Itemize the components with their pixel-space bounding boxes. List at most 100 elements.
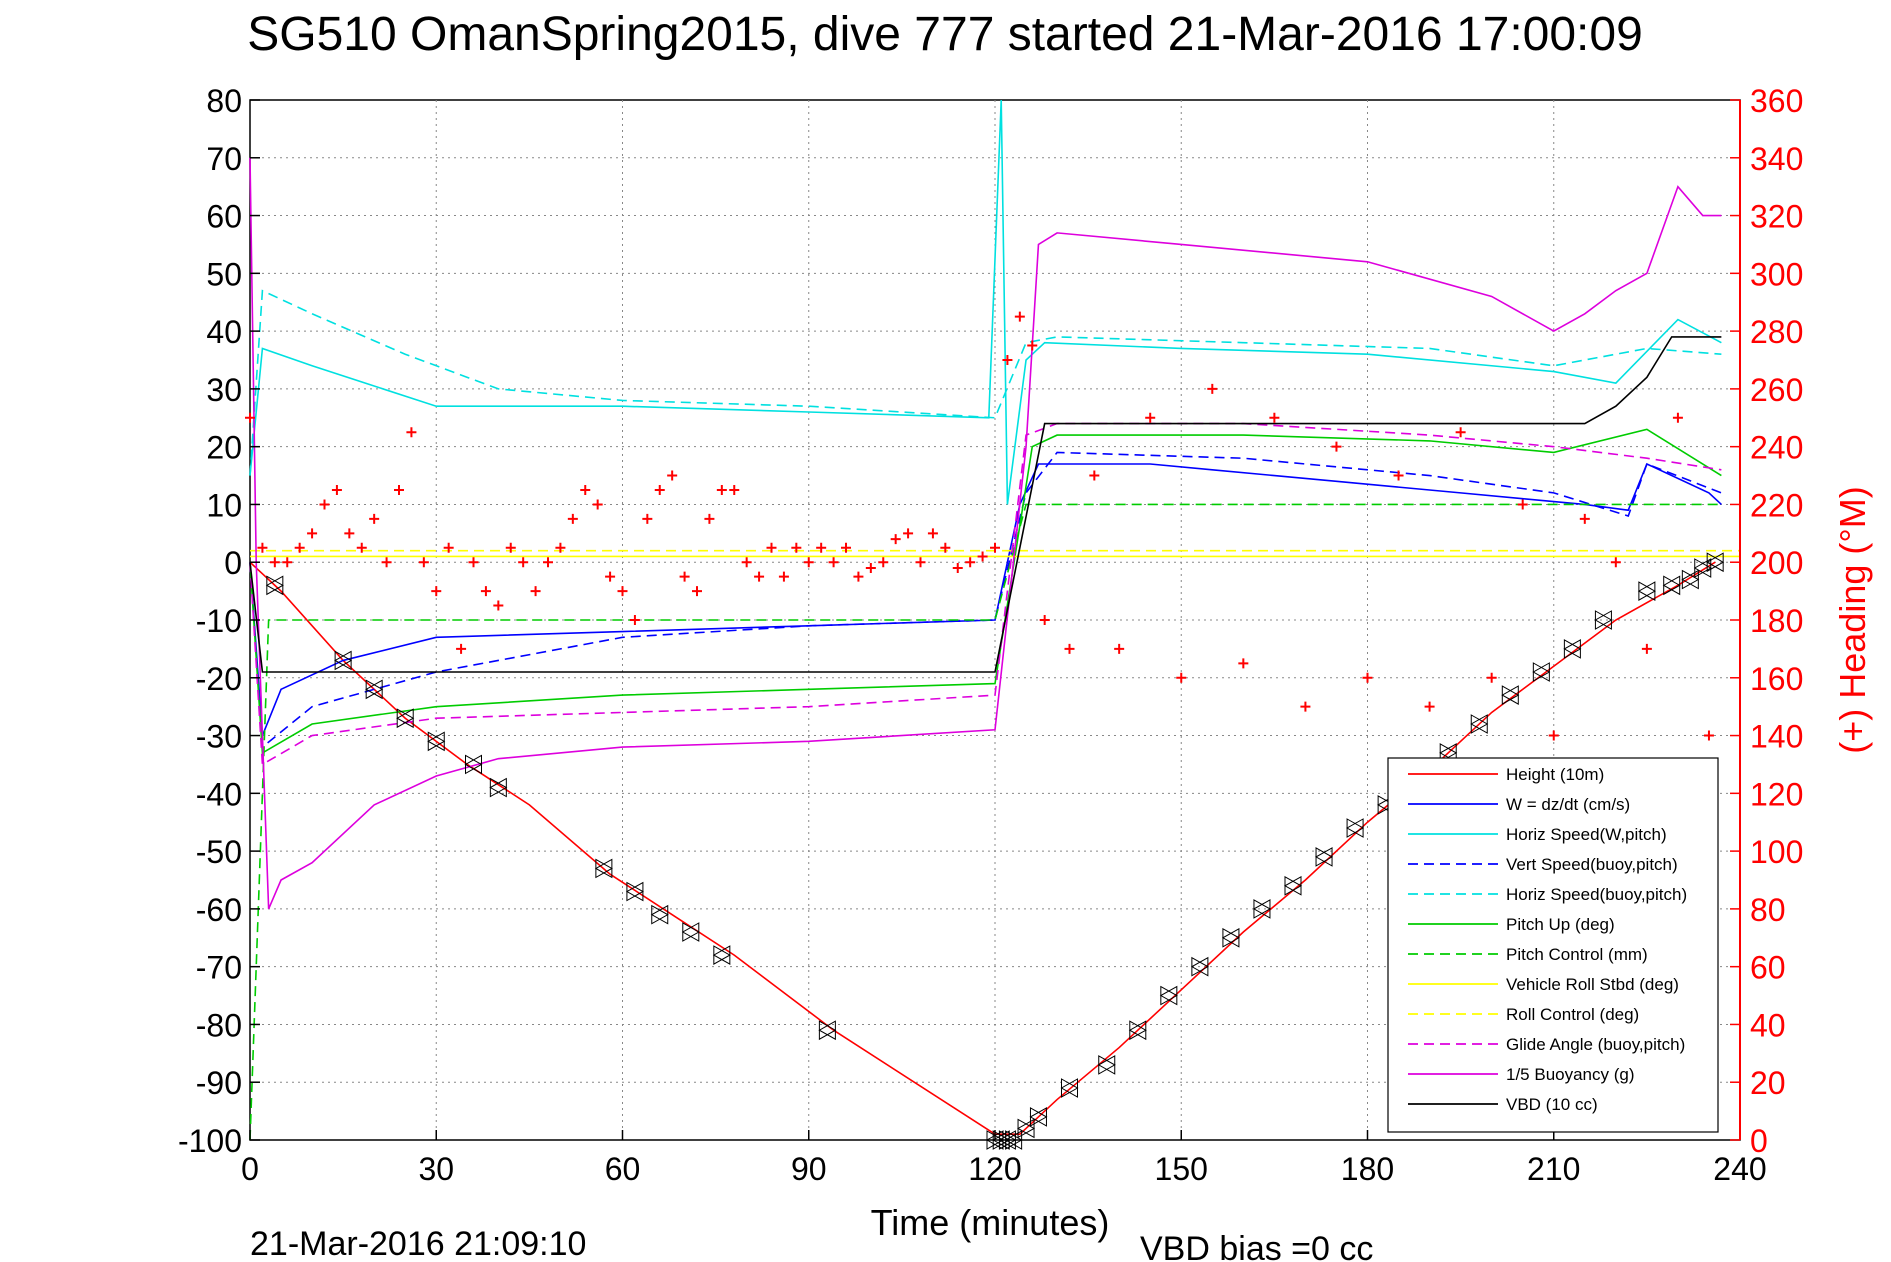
- series-line: [249, 99, 1722, 505]
- heading-point: [605, 571, 616, 582]
- heading-point: [394, 485, 404, 495]
- heading-point: [617, 586, 628, 597]
- left-triangle-marker: [464, 754, 482, 775]
- right-tick-label: 60: [1750, 950, 1786, 986]
- heading-point: [456, 643, 467, 654]
- depth-marker: [1439, 743, 1458, 763]
- left-tick-label: 10: [206, 487, 242, 523]
- heading-point: [245, 412, 255, 423]
- heading-point: [667, 470, 678, 481]
- x-tick-label: 90: [791, 1151, 827, 1187]
- heading-point: [592, 499, 603, 510]
- left-triangle-marker: [265, 575, 284, 596]
- heading-point: [431, 586, 442, 597]
- depth-marker: [1501, 685, 1520, 705]
- heading-point: [257, 542, 268, 553]
- left-triangle-marker: [1128, 1020, 1147, 1041]
- left-tick-label: 30: [206, 372, 242, 408]
- heading-point: [1424, 701, 1435, 712]
- right-tick-label: 0: [1750, 1123, 1768, 1159]
- left-triangle-marker: [1190, 956, 1209, 977]
- left-triangle-marker: [1706, 552, 1724, 573]
- heading-point: [1641, 643, 1652, 654]
- left-triangle-marker: [992, 1130, 1010, 1150]
- depth-marker: [1283, 875, 1303, 896]
- heading-point: [1486, 672, 1497, 683]
- heading-point: [1703, 730, 1714, 741]
- right-axis-label: (+) Heading (°M): [1832, 486, 1873, 753]
- depth-marker: [1190, 956, 1209, 977]
- left-triangle-marker: [1017, 1118, 1035, 1139]
- heading-point: [1207, 383, 1218, 394]
- left-triangle-marker: [1532, 662, 1550, 682]
- heading-point: [679, 571, 690, 582]
- left-tick-label: -70: [196, 950, 242, 986]
- left-tick-label: -100: [178, 1123, 242, 1159]
- depth-marker: [489, 777, 508, 798]
- legend-label: Vert Speed(buoy,pitch): [1506, 855, 1678, 874]
- heading-point: [890, 534, 901, 545]
- heading-point: [853, 571, 864, 582]
- left-triangle-marker: [427, 731, 445, 752]
- heading-point: [543, 557, 553, 568]
- x-tick-label: 150: [1155, 1151, 1208, 1187]
- left-tick-label: -50: [196, 834, 242, 870]
- heading-point: [1610, 557, 1621, 568]
- heading-point: [443, 542, 454, 553]
- heading-point: [816, 542, 827, 553]
- left-triangle-marker: [489, 777, 507, 798]
- heading-point: [1238, 658, 1249, 669]
- x-axis-ticks: 0 30 60 90 120 150 180 210 240: [241, 1130, 1767, 1187]
- left-triangle-marker: [1252, 899, 1271, 919]
- heading-point: [1176, 672, 1187, 683]
- right-tick-label: 160: [1750, 661, 1803, 697]
- x-tick-label: 180: [1341, 1151, 1394, 1187]
- x-tick-label: 60: [605, 1151, 641, 1187]
- left-triangle-marker: [1060, 1078, 1078, 1098]
- right-tick-label: 240: [1750, 430, 1803, 466]
- heading-point: [1089, 470, 1100, 481]
- chart-title: SG510 OmanSpring2015, dive 777 started 2…: [247, 8, 1643, 61]
- right-tick-label: 200: [1750, 545, 1803, 581]
- left-tick-label: -20: [196, 661, 242, 697]
- right-tick-label: 360: [1750, 83, 1803, 119]
- left-triangle-marker: [1637, 581, 1656, 601]
- depth-marker: [1159, 985, 1178, 1006]
- right-tick-label: 300: [1750, 256, 1803, 292]
- depth-marker: [1662, 575, 1681, 596]
- heading-point: [791, 542, 802, 553]
- heading-point: [1672, 412, 1683, 423]
- left-triangle-marker: [1662, 575, 1681, 596]
- depth-marker: [365, 679, 384, 700]
- heading-point: [692, 586, 702, 597]
- heading-point: [406, 427, 417, 438]
- right-tick-label: 340: [1750, 141, 1803, 177]
- legend-label: Horiz Speed(buoy,pitch): [1506, 885, 1687, 904]
- heading-point: [269, 557, 280, 568]
- left-tick-label: -90: [196, 1065, 242, 1101]
- depth-marker: [1693, 558, 1712, 578]
- depth-marker: [1004, 1130, 1023, 1150]
- left-triangle-marker: [1470, 714, 1488, 734]
- heading-point: [642, 513, 653, 524]
- depth-marker: [1060, 1078, 1079, 1098]
- heading-point: [331, 485, 342, 495]
- heading-point: [754, 571, 765, 582]
- right-tick-label: 220: [1750, 487, 1803, 523]
- legend-label: Pitch Control (mm): [1506, 945, 1648, 964]
- heading-point: [828, 557, 839, 568]
- right-tick-label: 280: [1750, 314, 1803, 350]
- heading-point: [1579, 513, 1590, 524]
- heading-point: [977, 551, 988, 562]
- left-triangle-marker: [365, 679, 383, 700]
- right-tick-label: 120: [1750, 776, 1803, 812]
- depth-marker: [1029, 1107, 1048, 1127]
- heading-markers: [245, 311, 1714, 741]
- left-triangle-marker: [1159, 985, 1178, 1006]
- left-tick-label: 80: [206, 83, 242, 119]
- depth-marker: [650, 904, 669, 925]
- left-triangle-marker: [650, 904, 669, 925]
- right-tick-label: 100: [1750, 834, 1803, 870]
- left-triangle-marker: [1346, 818, 1364, 838]
- depth-marker: [625, 881, 644, 902]
